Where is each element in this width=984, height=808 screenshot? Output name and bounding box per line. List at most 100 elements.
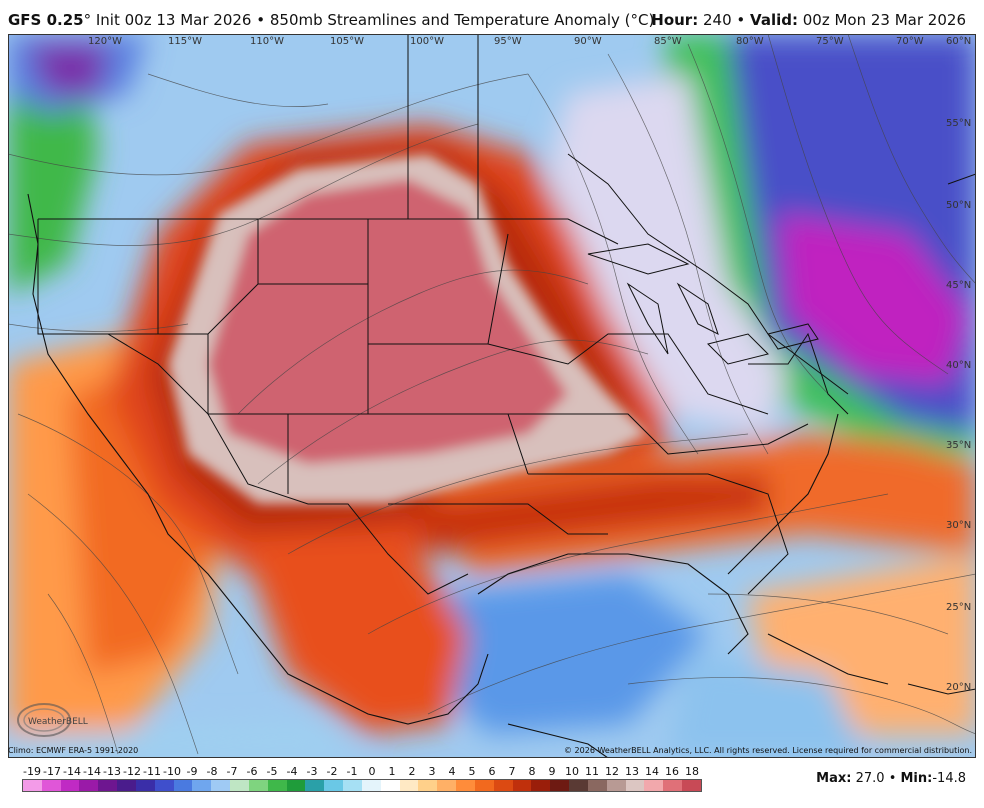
valid-label: Valid: [750,11,798,29]
colorbar-swatch [135,780,155,791]
political-borders [37,34,976,595]
colorbar [22,779,702,792]
colorbar-label: 9 [548,765,556,778]
lon-label: 90°W [574,36,602,47]
lon-label: 75°W [816,36,844,47]
valid-value: 00z Mon 23 Mar 2026 [802,11,966,29]
colorbar-label: -11 [143,765,161,778]
colorbar-label: -14 [83,765,101,778]
max-value: 27.0 [855,771,885,786]
lon-label: 100°W [410,36,444,47]
colorbar-label: 0 [368,765,376,778]
lat-label: 45°N [946,280,971,291]
min-value: -14.8 [932,771,966,786]
colorbar-label: -5 [266,765,278,778]
coastlines [27,193,976,758]
colorbar-label: 8 [528,765,536,778]
logo-text: WeatherBELL [28,717,88,727]
colorbar-swatch [324,780,344,791]
colorbar-label: -17 [43,765,61,778]
colorbar-swatch [192,780,212,791]
product-end: ) [648,11,655,29]
colorbar-label: 18 [685,765,699,778]
copyright-note: © 2026 WeatherBELL Analytics, LLC. All r… [564,746,972,755]
lat-label: 50°N [946,200,971,211]
colorbar-swatch [79,780,99,791]
colorbar-swatch [418,780,438,791]
colorbar-swatch [41,780,61,791]
colorbar-swatch [343,780,362,791]
model-degree: ° [83,11,92,29]
colorbar-swatch [267,780,287,791]
lat-label: 30°N [946,520,971,531]
lat-label: 40°N [946,360,971,371]
colorbar-swatch [211,780,231,791]
colorbar-label: -19 [23,765,41,778]
anomaly-field: 120°W 115°W 110°W 105°W 100°W 95°W 90°W … [8,34,976,758]
max-label: Max: [816,771,852,786]
colorbar-label: 14 [645,765,659,778]
colorbar-swatch [380,780,400,791]
colorbar-swatch [569,780,588,791]
min-label: Min: [900,771,933,786]
colorbar-label: -8 [206,765,218,778]
colorbar-swatch [625,780,645,791]
colorbar-label: -9 [186,765,198,778]
colorbar-swatch [456,780,475,791]
colorbar-label: 7 [508,765,516,778]
colorbar-label: 16 [665,765,679,778]
lon-label: 70°W [896,36,924,47]
lon-label: 85°W [654,36,682,47]
lon-label: 120°W [88,36,122,47]
lon-label: 80°W [736,36,764,47]
lat-label-top: 60°N [946,36,971,47]
colorbar-swatch [531,780,551,791]
colorbar-swatch [248,780,268,791]
product-unit: °C [630,11,649,29]
lat-label: 55°N [946,118,971,129]
colorbar-label: -6 [246,765,258,778]
colorbar-swatch [663,780,682,791]
colorbar-label: 5 [468,765,476,778]
lat-label: 35°N [946,440,971,451]
colorbar-swatch [606,780,626,791]
colorbar-swatch [98,780,118,791]
colorbar-swatch [587,780,607,791]
colorbar-label: -2 [326,765,338,778]
climo-note: Climo: ECMWF ERA-5 1991-2020 [8,746,139,755]
lon-label: 115°W [168,36,202,47]
colorbar-label: -7 [226,765,238,778]
lon-label: 105°W [330,36,364,47]
colorbar-label: 1 [388,765,396,778]
colorbar-label: 2 [408,765,416,778]
colorbar-swatch [550,780,570,791]
temperature-anomaly-map: 120°W 115°W 110°W 105°W 100°W 95°W 90°W … [8,34,976,758]
stats-bullet: • [888,771,897,786]
lat-label: 20°N [946,682,971,693]
product-name: 850mb Streamlines and Temperature Anomal… [269,11,631,29]
colorbar-label: -12 [123,765,141,778]
colorbar-label: 6 [488,765,496,778]
max-min-stats: Max: 27.0 • Min:-14.8 [816,771,966,786]
colorbar-swatch [60,780,80,791]
colorbar-label: -13 [103,765,121,778]
colorbar-swatch [286,780,306,791]
colorbar-swatch [173,780,193,791]
colorbar-swatch [23,780,42,791]
colorbar-swatch [474,780,494,791]
model-name: GFS 0.25 [8,11,84,29]
colorbar-label: 11 [585,765,599,778]
colorbar-label: -4 [286,765,298,778]
colorbar-swatch [154,780,174,791]
header: GFS 0.25° Init 00z 13 Mar 2026 • 850mb S… [0,0,984,34]
colorbar-label: -1 [346,765,358,778]
latitude-labels: 55°N 50°N 45°N 40°N 35°N 30°N 25°N 20°N [946,118,971,693]
hour-label: Hour: [651,11,699,29]
init-time: Init 00z 13 Mar 2026 [95,11,252,29]
separator-bullet: • [256,11,266,29]
colorbar-swatch [493,780,513,791]
colorbar-label: 3 [428,765,436,778]
colorbar-swatch [437,780,457,791]
great-lakes [587,243,819,365]
colorbar-swatch [399,780,419,791]
